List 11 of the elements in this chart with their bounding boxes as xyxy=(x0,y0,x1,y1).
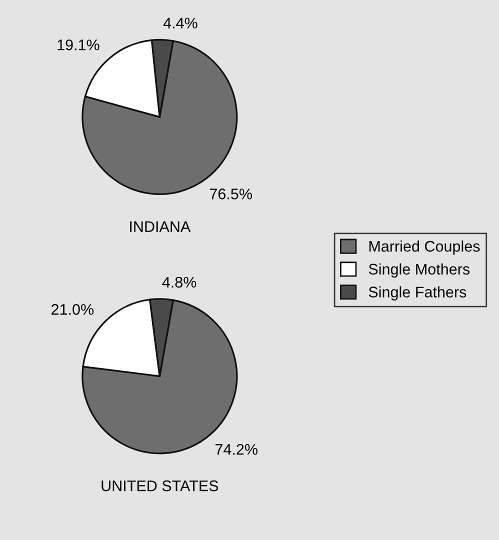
data-label: 4.4% xyxy=(163,18,198,28)
legend-label: Married Couples xyxy=(369,240,480,255)
slice-label: UNITED STATES xyxy=(102,480,218,492)
data-label: 76.5% xyxy=(210,188,252,200)
legend-label: Single Mothers xyxy=(368,263,470,278)
data-label: 4.8% xyxy=(162,276,196,288)
data-label: 74.2% xyxy=(215,444,258,455)
data-label: 21.0% xyxy=(52,304,94,315)
slice-label: INDIANA xyxy=(130,221,191,232)
data-label: 19.1% xyxy=(58,40,100,50)
legend-label: Single Fathers xyxy=(368,286,466,300)
